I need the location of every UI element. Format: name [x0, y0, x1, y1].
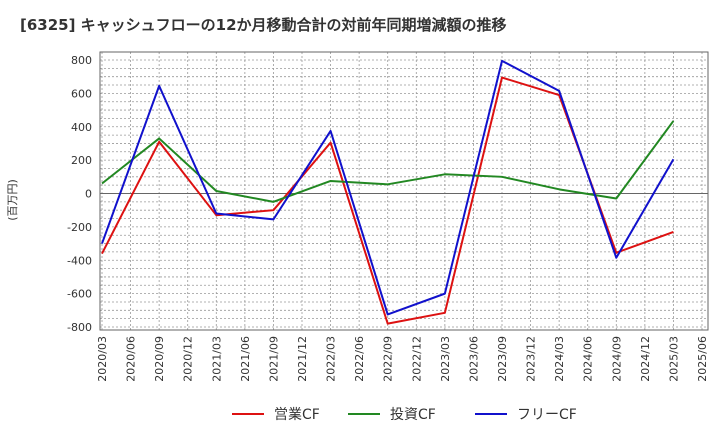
y-tick-label: 800 — [71, 54, 92, 67]
legend-label: 投資CF — [390, 407, 436, 423]
x-tick-label: 2023/09 — [496, 336, 509, 382]
chart-title: [6325] キャッシュフローの12か月移動合計の対前年同期増減額の推移 — [20, 16, 507, 34]
x-tick-label: 2025/03 — [667, 336, 680, 382]
x-tick-label: 2025/06 — [696, 336, 709, 382]
y-tick-label: 400 — [71, 121, 92, 134]
y-tick-label: -600 — [67, 288, 92, 301]
legend: 営業CF 投資CF フリーCF — [232, 407, 577, 423]
y-tick-label: -400 — [67, 254, 92, 267]
y-axis-ticks: 800 600 400 200 0 -200 -400 -600 -800 — [67, 54, 92, 334]
x-tick-label: 2024/12 — [639, 336, 652, 382]
grid-lines — [100, 52, 708, 330]
x-tick-label: 2020/03 — [96, 336, 109, 382]
series-lines — [101, 59, 675, 325]
y-tick-label: 200 — [71, 154, 92, 167]
x-tick-label: 2021/03 — [210, 336, 223, 382]
x-tick-label: 2020/09 — [153, 336, 166, 382]
x-tick-label: 2022/09 — [382, 336, 395, 382]
x-tick-label: 2022/12 — [410, 336, 423, 382]
series-line-投資CF — [101, 120, 675, 203]
y-tick-label: 0 — [85, 188, 92, 201]
x-tick-label: 2023/06 — [467, 336, 480, 382]
x-tick-label: 2023/03 — [439, 336, 452, 382]
legend-label: フリーCF — [517, 407, 577, 423]
x-tick-label: 2022/03 — [325, 336, 338, 382]
x-tick-label: 2024/09 — [610, 336, 623, 382]
x-tick-label: 2024/06 — [582, 336, 595, 382]
x-tick-label: 2024/03 — [553, 336, 566, 382]
x-tick-label: 2020/12 — [182, 336, 195, 382]
legend-label: 営業CF — [274, 407, 320, 423]
series-line-フリーCF — [101, 59, 675, 316]
x-tick-label: 2021/12 — [296, 336, 309, 382]
x-tick-label: 2022/06 — [353, 336, 366, 382]
x-tick-label: 2020/06 — [125, 336, 138, 382]
plot-frame — [99, 51, 709, 331]
x-axis-ticks: 2020/03 2020/06 2020/09 2020/12 2021/03 2021/… — [96, 336, 709, 382]
x-tick-label: 2021/06 — [239, 336, 252, 382]
y-tick-label: 600 — [71, 87, 92, 100]
y-axis-label: (百万円) — [6, 179, 19, 221]
x-tick-label: 2023/12 — [525, 336, 538, 382]
y-tick-label: -800 — [67, 321, 92, 334]
y-tick-label: -200 — [67, 221, 92, 234]
x-tick-label: 2021/09 — [267, 336, 280, 382]
